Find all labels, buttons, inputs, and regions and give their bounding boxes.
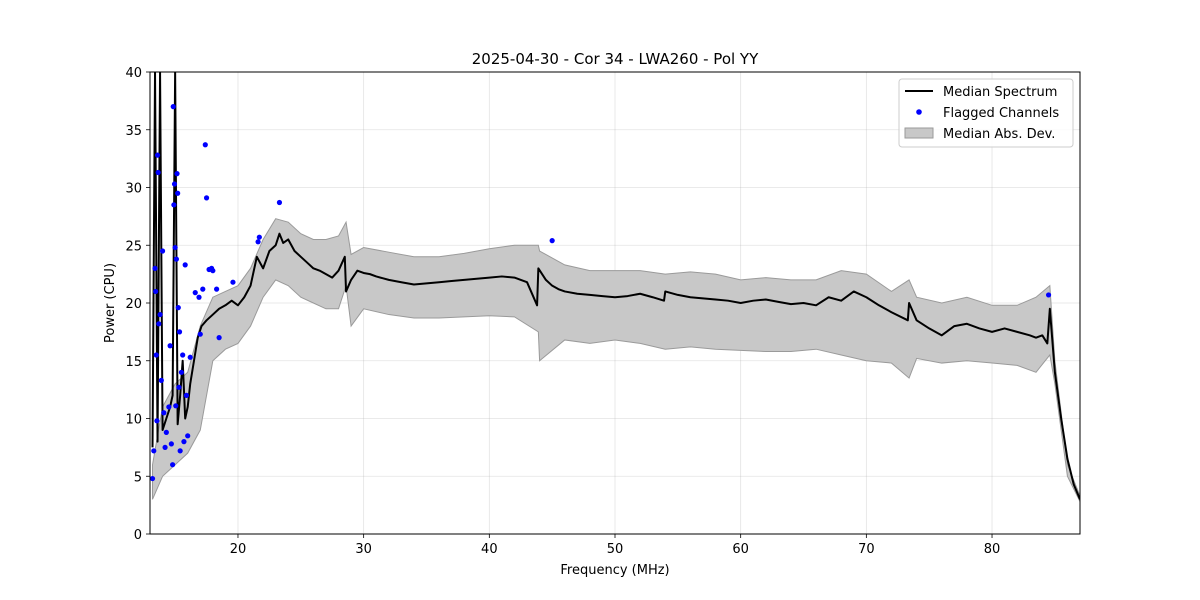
mad-band: [152, 218, 1080, 502]
legend-label: Median Spectrum: [943, 85, 1057, 100]
y-axis: 0 5 10 15 20 25 30 35 40: [125, 66, 150, 543]
y-axis-label: Power (CPU): [103, 263, 118, 343]
x-tick-label: 20: [230, 542, 247, 557]
y-tick-label: 15: [125, 355, 142, 370]
flagged-channel-point: [176, 329, 183, 335]
legend: Median Spectrum Flagged Channels Median Ab…: [898, 78, 1074, 148]
flagged-channel-point: [178, 369, 185, 375]
legend-patch-swatch: [904, 127, 934, 139]
y-tick-label: 10: [125, 413, 142, 428]
flagged-channel-point: [182, 262, 188, 268]
flagged-channel-point: [156, 321, 162, 327]
flagged-channel-point: [187, 354, 193, 360]
flagged-channel-point: [210, 268, 216, 274]
x-tick-label: 30: [355, 542, 372, 557]
flagged-channel-point: [152, 265, 158, 271]
flagged-channel-point: [171, 202, 177, 208]
flagged-channel-point: [255, 239, 261, 245]
flagged-channel-point: [150, 475, 156, 482]
x-tick-label: 70: [858, 542, 875, 557]
flagged-channel-point: [151, 448, 157, 454]
chart-title: 2025-04-30 - Cor 34 - LWA260 - Pol YY: [472, 50, 759, 68]
flagged-channel-point: [256, 234, 262, 240]
flagged-channel-point: [171, 181, 178, 187]
flagged-channel-point: [202, 142, 208, 148]
flagged-channel-point: [153, 352, 159, 358]
flagged-channel-point: [183, 392, 190, 398]
y-tick-label: 25: [125, 239, 142, 254]
flagged-channel-point: [192, 290, 198, 296]
flagged-channel-point: [154, 152, 161, 158]
flagged-channel-point: [170, 104, 176, 110]
flagged-channel-point: [174, 171, 180, 177]
flagged-channel-point: [155, 169, 161, 176]
flagged-channel-point: [154, 418, 160, 424]
flagged-channel-point: [197, 331, 203, 337]
y-tick-label: 30: [125, 182, 142, 197]
y-tick-label: 20: [125, 297, 142, 312]
x-tick-label: 80: [984, 542, 1001, 557]
legend-label: Flagged Channels: [943, 106, 1059, 121]
y-tick-label: 5: [134, 470, 142, 485]
flagged-channel-point: [1045, 292, 1052, 298]
flagged-channel-point: [181, 439, 187, 445]
flagged-channel-point: [162, 444, 168, 450]
flagged-channel-point: [214, 286, 220, 292]
flagged-channel-point: [163, 429, 169, 435]
flagged-channel-point: [161, 410, 167, 416]
y-tick-label: 0: [134, 528, 142, 543]
legend-box: [898, 78, 1074, 148]
legend-label: Median Abs. Dev.: [943, 127, 1055, 142]
flagged-channel-point: [176, 384, 182, 390]
flagged-channel-point: [175, 305, 181, 311]
flagged-channel-point: [180, 352, 186, 358]
x-tick-label: 50: [607, 542, 624, 557]
flagged-channel-point: [159, 248, 166, 254]
flagged-channel-point: [196, 294, 202, 300]
y-tick-label: 35: [125, 124, 142, 139]
flagged-channel-point: [166, 404, 172, 410]
flagged-channel-point: [170, 462, 176, 468]
flagged-channel-point: [216, 335, 222, 341]
flagged-channel-point: [173, 256, 179, 262]
plot-area: [150, 72, 1080, 502]
y-tick-label: 40: [125, 66, 142, 81]
flagged-channel-point: [549, 238, 555, 244]
x-tick-label: 60: [732, 542, 749, 557]
flagged-channel-point: [167, 343, 173, 349]
flagged-channel-point: [276, 199, 283, 206]
flagged-channel-point: [185, 433, 191, 439]
flagged-channel-point: [172, 244, 178, 251]
flagged-channel-point: [157, 311, 163, 318]
flagged-channel-point: [168, 441, 174, 447]
median-spectrum-line: [151, 72, 1080, 500]
x-axis-label: Frequency (MHz): [560, 563, 669, 578]
flagged-channel-point: [175, 190, 181, 196]
flagged-channel-point: [230, 279, 236, 285]
legend-marker-swatch: [916, 109, 922, 115]
x-axis: 20 30 40 50 60 70 80: [230, 534, 1001, 557]
flagged-channel-point: [200, 286, 206, 292]
flagged-channel-point: [177, 448, 183, 454]
flagged-channel-point: [173, 403, 179, 409]
flagged-channel-point: [153, 288, 159, 295]
flagged-channel-point: [158, 377, 164, 383]
x-tick-label: 40: [481, 542, 498, 557]
flagged-channel-point: [203, 195, 210, 201]
